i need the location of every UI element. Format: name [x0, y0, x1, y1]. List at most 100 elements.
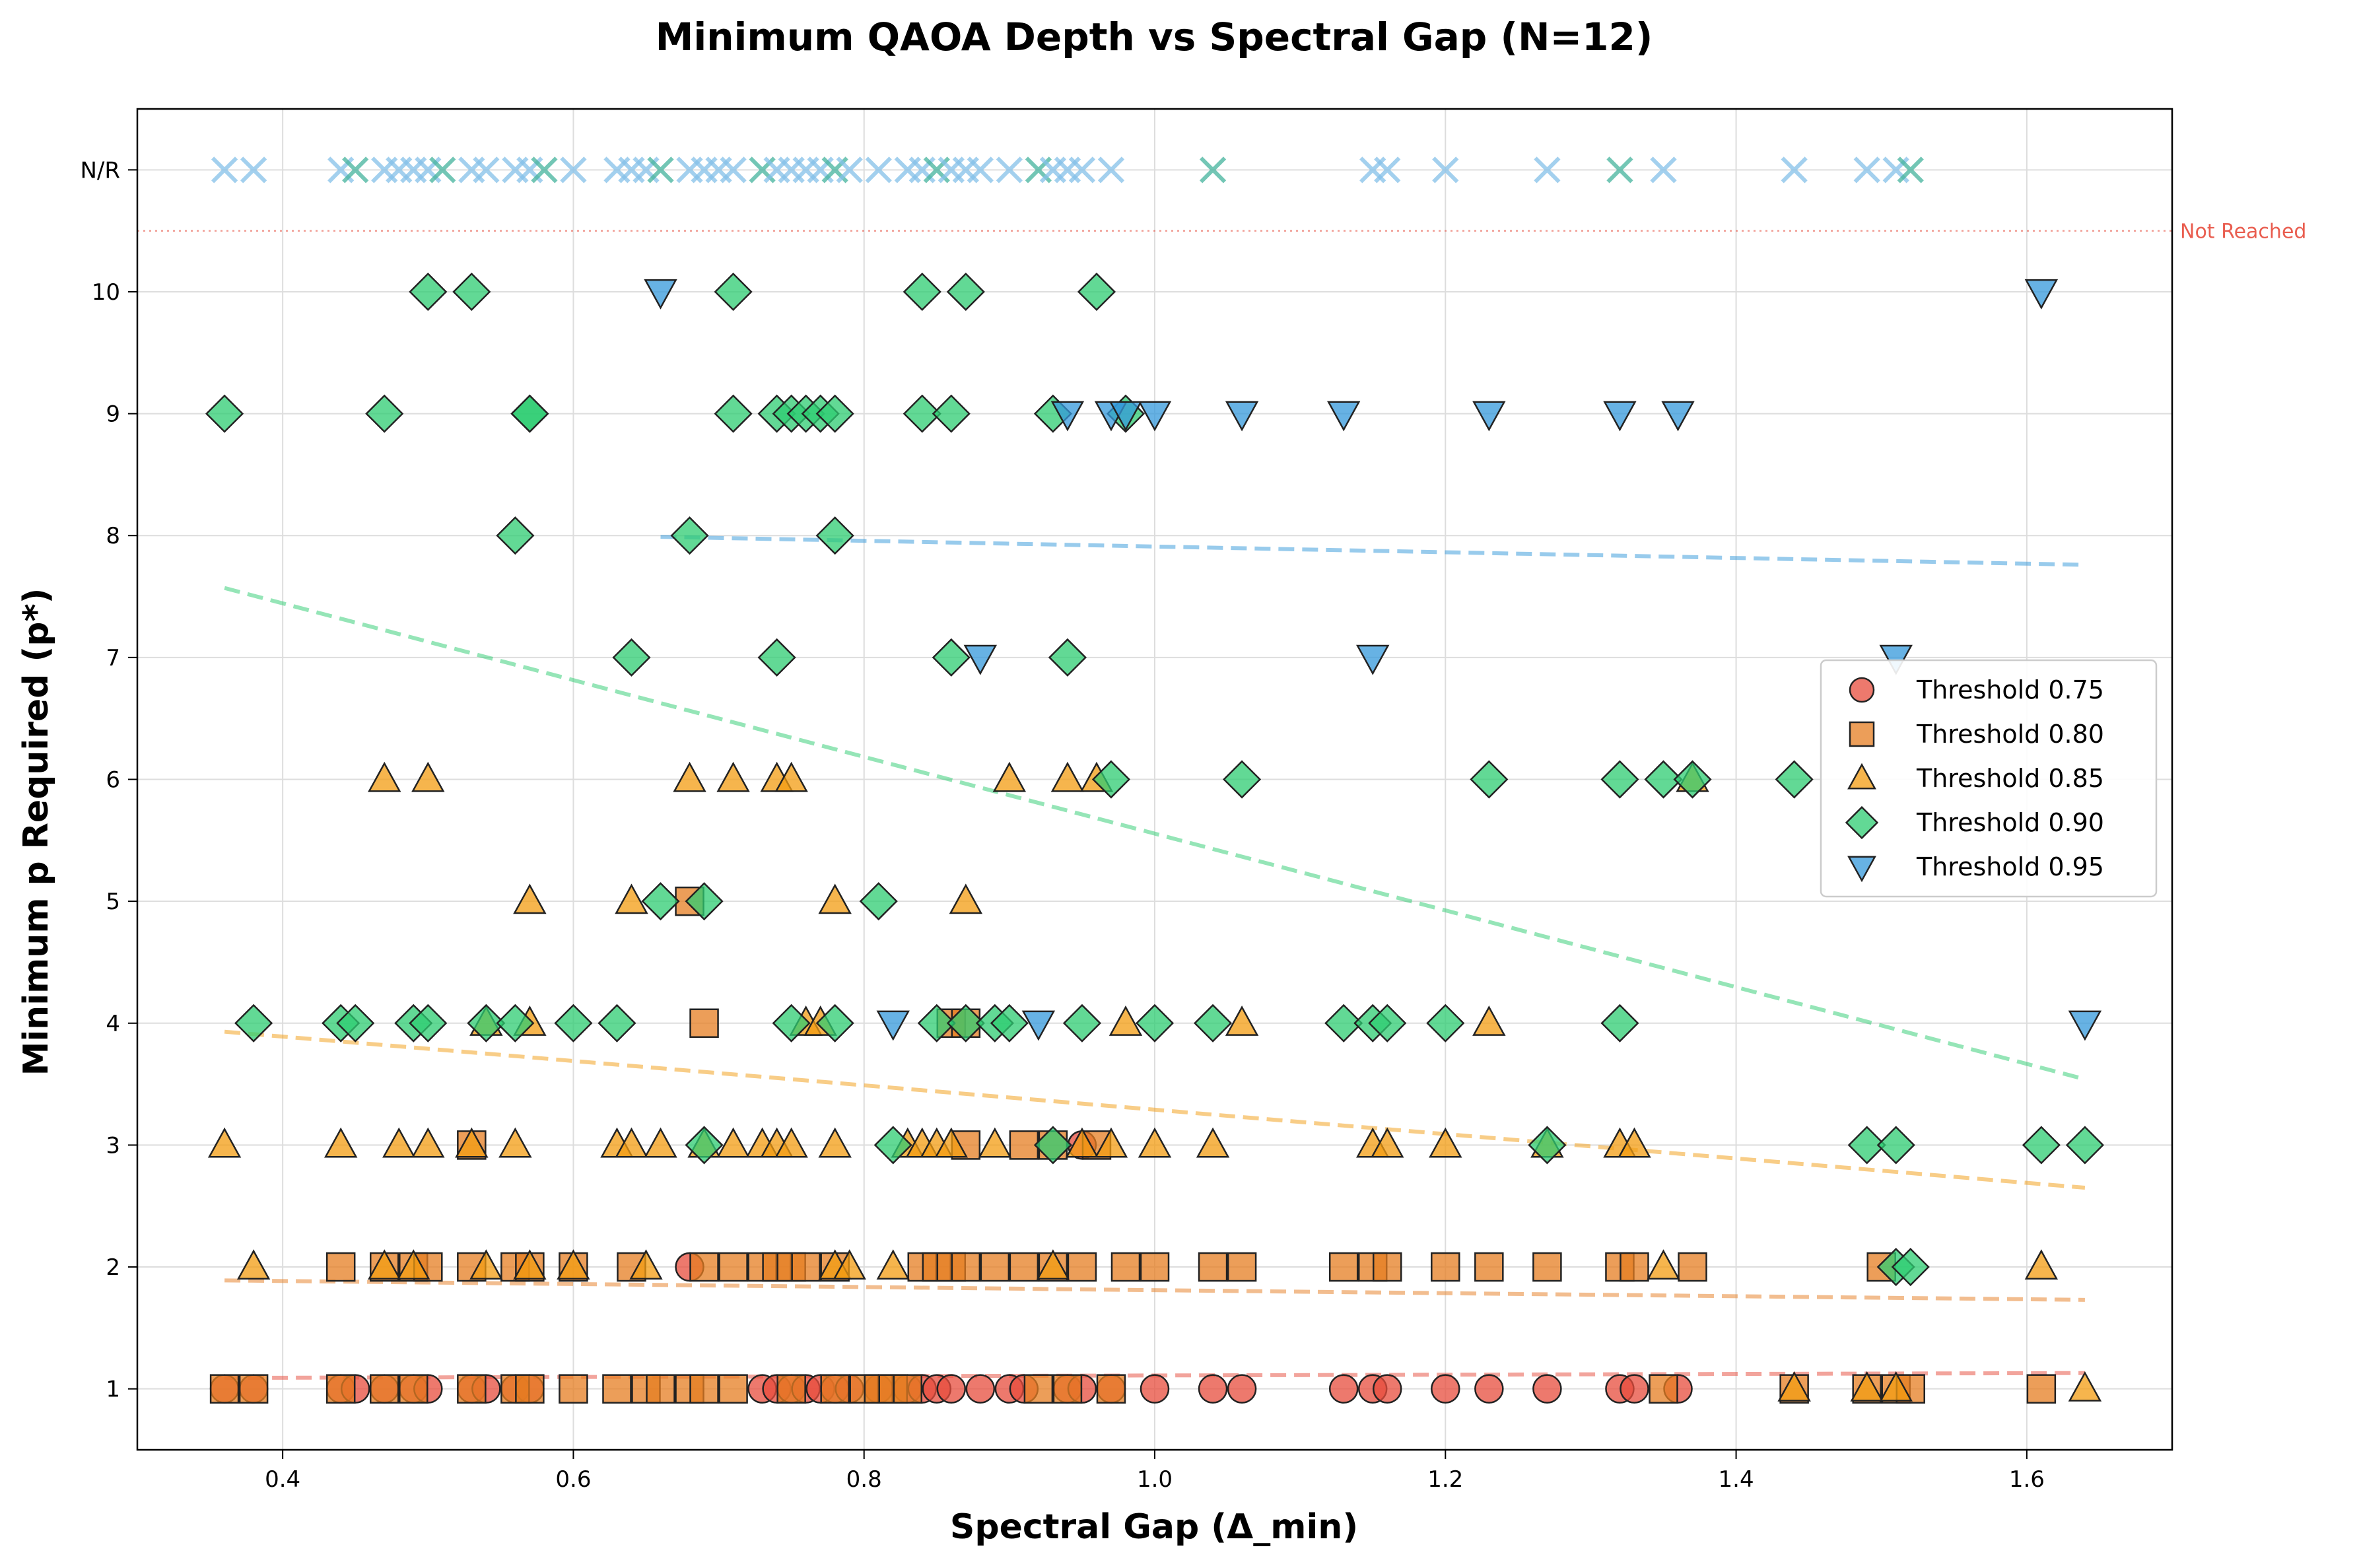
not-reached-point	[1432, 156, 1459, 184]
y-tick-label: 9	[106, 401, 120, 428]
y-tick-label: 10	[92, 279, 120, 306]
data-point	[513, 883, 547, 914]
legend: Threshold 0.75 Threshold 0.80 Threshold 0.…	[1820, 659, 2158, 898]
data-point	[689, 1252, 719, 1282]
data-point	[1138, 1127, 1172, 1158]
data-point	[1225, 1006, 1259, 1036]
data-point	[1472, 401, 1506, 432]
data-point	[1140, 1374, 1170, 1404]
data-point	[859, 882, 898, 921]
data-point	[716, 761, 750, 792]
data-point	[1110, 1252, 1141, 1282]
data-point	[1328, 1252, 1359, 1282]
data-point	[1600, 760, 1639, 799]
data-point	[1372, 1374, 1402, 1404]
data-point	[949, 883, 983, 914]
data-point	[1198, 1374, 1228, 1404]
data-point	[496, 1004, 535, 1042]
data-point	[368, 1249, 401, 1280]
data-point	[815, 394, 854, 433]
data-point	[818, 883, 852, 914]
data-point	[873, 1126, 912, 1165]
data-point	[1876, 1126, 1915, 1165]
data-point	[2026, 1374, 2057, 1404]
y-tick-label: 3	[106, 1132, 120, 1159]
not-reached-point	[1781, 156, 1808, 184]
data-point	[1009, 1252, 1039, 1282]
data-point	[1661, 401, 1695, 432]
chart-title: Minimum QAOA Depth vs Spectral Gap (N=12…	[656, 15, 1653, 59]
data-point	[1227, 1252, 1257, 1282]
data-point	[1891, 1247, 1930, 1287]
data-point	[1429, 1127, 1462, 1158]
y-axis-label: Minimum p Required (p*)	[17, 588, 56, 1076]
y-axis-ticks: 1 2 3 4 5 6 7 8 9 10 N/R	[80, 157, 137, 1403]
data-point	[469, 1249, 503, 1280]
x-tick-label: 1.6	[2009, 1466, 2045, 1493]
legend-marker	[1849, 677, 1875, 703]
data-point	[1225, 401, 1259, 432]
data-point	[917, 1004, 956, 1042]
data-point	[774, 1127, 808, 1158]
data-point	[932, 394, 971, 433]
data-point	[990, 1004, 1029, 1042]
not-reached-point	[560, 156, 587, 184]
plot-frame	[136, 108, 2173, 1451]
not-reached-point	[531, 156, 558, 184]
data-point	[1603, 401, 1637, 432]
data-points	[205, 156, 2104, 1404]
data-point	[382, 1127, 416, 1158]
data-point	[951, 1252, 981, 1282]
data-point	[1474, 1252, 1504, 1282]
data-point	[1094, 1127, 1128, 1158]
data-point	[1600, 1004, 1639, 1042]
data-point	[207, 1127, 242, 1158]
data-point	[673, 761, 706, 792]
not-reached-point	[996, 156, 1023, 184]
not-reached-point	[429, 156, 456, 184]
not-reached-point	[1606, 156, 1633, 184]
x-axis-label: Spectral Gap (Δ_min)	[950, 1507, 1358, 1547]
data-point	[602, 1374, 632, 1404]
data-point	[455, 1127, 489, 1158]
data-point	[965, 1374, 996, 1404]
data-point	[2024, 1249, 2059, 1280]
legend-marker	[1847, 856, 1876, 883]
data-point	[1532, 1374, 1562, 1404]
data-point	[714, 394, 753, 433]
data-point	[963, 644, 998, 675]
data-point	[689, 1374, 719, 1404]
y-tick-label: 8	[106, 523, 120, 549]
data-point	[325, 1252, 356, 1282]
data-point	[411, 761, 445, 792]
y-tick-label: 6	[106, 767, 120, 794]
data-point	[1850, 1371, 1884, 1402]
data-point	[1426, 1004, 1465, 1042]
data-point	[978, 1127, 1012, 1158]
not-reached-point	[1068, 156, 1096, 184]
data-point	[598, 1004, 636, 1042]
data-point	[1678, 1252, 1707, 1282]
y-tick-label: 1	[106, 1377, 120, 1403]
data-point	[772, 1004, 811, 1042]
data-point	[718, 1374, 748, 1404]
data-point	[1077, 272, 1116, 312]
data-point	[369, 1374, 399, 1404]
data-point	[1620, 1374, 1649, 1404]
not-reached-point	[1897, 156, 1924, 184]
y-tick-label: 5	[106, 889, 120, 915]
not-reached-point	[967, 156, 994, 184]
data-point	[554, 1004, 593, 1042]
data-point	[1109, 1006, 1143, 1036]
legend-marker	[1847, 763, 1876, 790]
data-point	[1196, 1127, 1230, 1158]
data-point	[1847, 1126, 1886, 1165]
data-point	[946, 1004, 985, 1042]
data-point	[452, 272, 491, 312]
data-point	[1326, 401, 1361, 432]
data-point	[1470, 760, 1509, 799]
data-point	[559, 1374, 588, 1404]
data-point	[324, 1127, 358, 1158]
data-point	[1096, 1374, 1126, 1404]
data-point	[776, 1374, 806, 1404]
